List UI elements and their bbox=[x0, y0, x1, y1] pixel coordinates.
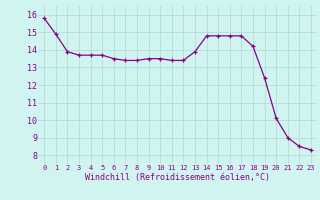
X-axis label: Windchill (Refroidissement éolien,°C): Windchill (Refroidissement éolien,°C) bbox=[85, 173, 270, 182]
